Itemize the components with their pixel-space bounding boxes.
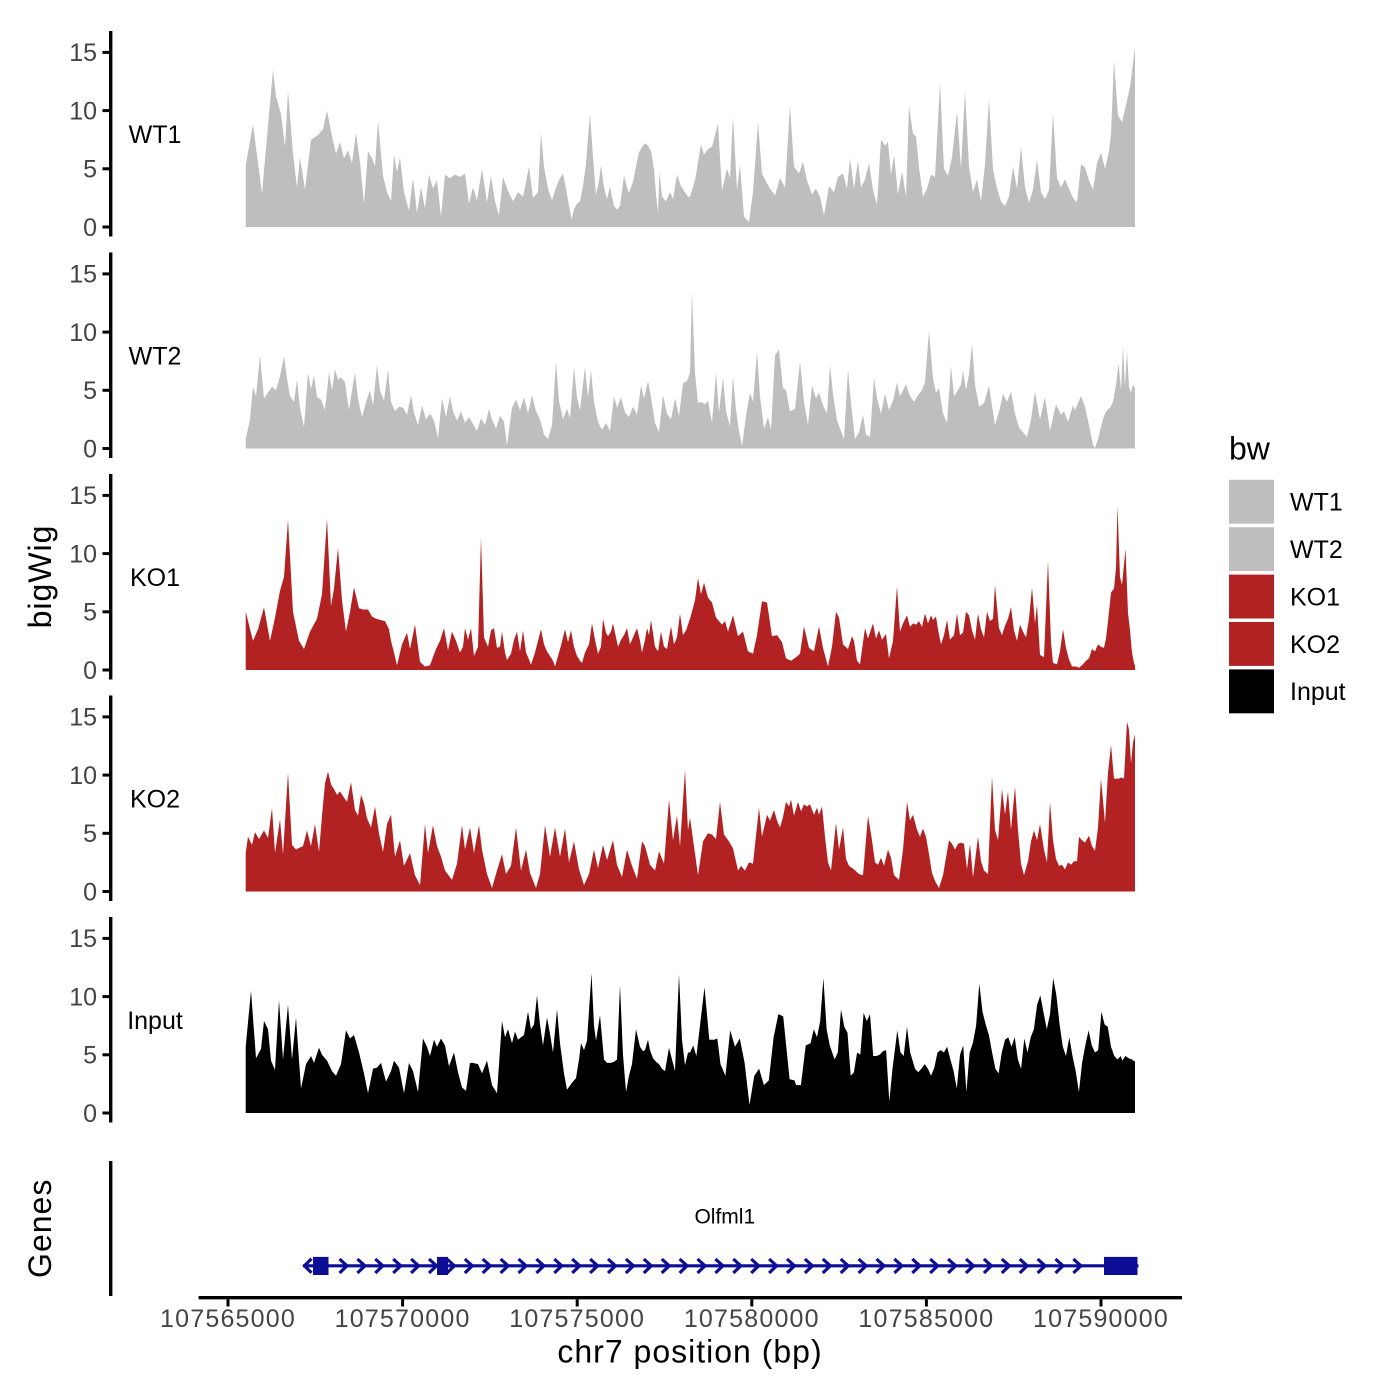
svg-text:10: 10 (69, 319, 97, 347)
svg-text:15: 15 (69, 39, 97, 67)
svg-text:10: 10 (69, 762, 97, 790)
svg-text:5: 5 (83, 377, 97, 405)
svg-text:15: 15 (69, 261, 97, 289)
svg-text:chr7 position (bp): chr7 position (bp) (557, 1334, 822, 1370)
svg-text:15: 15 (69, 704, 97, 732)
svg-text:Input: Input (1290, 678, 1346, 706)
svg-text:0: 0 (83, 1100, 97, 1128)
svg-text:KO2: KO2 (130, 785, 180, 813)
svg-text:Genes: Genes (22, 1179, 58, 1278)
svg-text:WT1: WT1 (129, 121, 182, 149)
svg-text:bigWig: bigWig (22, 525, 58, 629)
svg-text:Olfml1: Olfml1 (694, 1206, 755, 1229)
svg-text:Input: Input (127, 1007, 183, 1035)
svg-text:5: 5 (83, 599, 97, 627)
svg-text:10: 10 (69, 97, 97, 125)
svg-text:KO2: KO2 (1290, 631, 1340, 659)
svg-text:WT1: WT1 (1290, 489, 1343, 517)
svg-text:107565000: 107565000 (160, 1305, 296, 1333)
svg-text:107590000: 107590000 (1033, 1305, 1169, 1333)
svg-text:WT2: WT2 (1290, 536, 1343, 564)
svg-text:107575000: 107575000 (509, 1305, 645, 1333)
svg-text:15: 15 (69, 925, 97, 953)
svg-text:0: 0 (83, 657, 97, 685)
svg-text:0: 0 (83, 435, 97, 463)
svg-text:5: 5 (83, 820, 97, 848)
svg-text:WT2: WT2 (129, 342, 182, 370)
svg-text:107585000: 107585000 (858, 1305, 994, 1333)
svg-text:0: 0 (83, 214, 97, 242)
svg-text:bw: bw (1229, 431, 1271, 467)
svg-text:5: 5 (83, 1042, 97, 1070)
svg-text:0: 0 (83, 878, 97, 906)
svg-text:10: 10 (69, 540, 97, 568)
svg-text:KO1: KO1 (130, 564, 180, 592)
svg-text:15: 15 (69, 482, 97, 510)
svg-text:107580000: 107580000 (684, 1305, 820, 1333)
svg-text:5: 5 (83, 156, 97, 184)
svg-text:107570000: 107570000 (335, 1305, 471, 1333)
svg-text:10: 10 (69, 983, 97, 1011)
svg-text:KO1: KO1 (1290, 583, 1340, 611)
